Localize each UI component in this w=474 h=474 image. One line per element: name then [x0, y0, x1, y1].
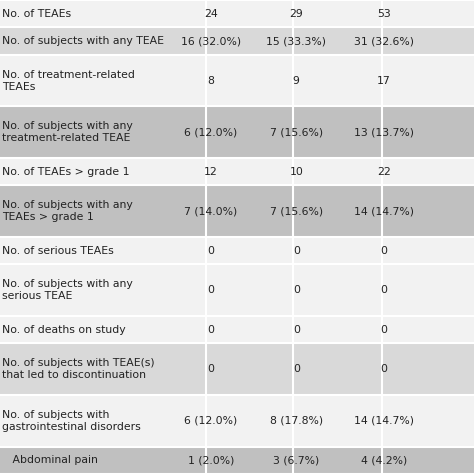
- Text: 14 (14.7%): 14 (14.7%): [354, 206, 414, 216]
- Text: 7 (15.6%): 7 (15.6%): [270, 127, 323, 137]
- Text: 0: 0: [293, 364, 300, 374]
- Text: 0: 0: [208, 325, 214, 335]
- Text: 12: 12: [204, 167, 218, 177]
- Bar: [0, 316, 474, 344]
- Bar: [0, 447, 474, 474]
- Bar: [0, 55, 474, 107]
- Text: 0: 0: [381, 246, 387, 256]
- Bar: [0, 107, 474, 158]
- Bar: [0, 237, 474, 264]
- Text: 13 (13.7%): 13 (13.7%): [354, 127, 414, 137]
- Text: 22: 22: [377, 167, 391, 177]
- Text: 14 (14.7%): 14 (14.7%): [354, 416, 414, 426]
- Text: No. of subjects with any
serious TEAE: No. of subjects with any serious TEAE: [2, 279, 133, 301]
- Text: 15 (33.3%): 15 (33.3%): [266, 36, 326, 46]
- Text: No. of TEAEs: No. of TEAEs: [2, 9, 72, 19]
- Text: 0: 0: [208, 285, 214, 295]
- Bar: [0, 395, 474, 447]
- Bar: [0, 344, 474, 395]
- Text: 9: 9: [293, 76, 300, 86]
- Text: 0: 0: [293, 325, 300, 335]
- Bar: [0, 158, 474, 185]
- Text: 8: 8: [208, 76, 214, 86]
- Text: 6 (12.0%): 6 (12.0%): [184, 127, 237, 137]
- Text: 0: 0: [208, 246, 214, 256]
- Bar: [0, 27, 474, 55]
- Bar: [0, 0, 474, 27]
- Text: No. of subjects with any TEAE: No. of subjects with any TEAE: [2, 36, 164, 46]
- Text: No. of subjects with
gastrointestinal disorders: No. of subjects with gastrointestinal di…: [2, 410, 141, 432]
- Text: 3 (6.7%): 3 (6.7%): [273, 455, 319, 465]
- Text: 0: 0: [381, 364, 387, 374]
- Text: 0: 0: [293, 246, 300, 256]
- Text: 31 (32.6%): 31 (32.6%): [354, 36, 414, 46]
- Text: 8 (17.8%): 8 (17.8%): [270, 416, 323, 426]
- Text: 17: 17: [377, 76, 391, 86]
- Text: No. of subjects with any
TEAEs > grade 1: No. of subjects with any TEAEs > grade 1: [2, 200, 133, 222]
- Text: 0: 0: [208, 364, 214, 374]
- Text: No. of subjects with any
treatment-related TEAE: No. of subjects with any treatment-relat…: [2, 121, 133, 144]
- Text: Abdominal pain: Abdominal pain: [2, 455, 98, 465]
- Bar: [0, 185, 474, 237]
- Text: No. of deaths on study: No. of deaths on study: [2, 325, 126, 335]
- Text: 1 (2.0%): 1 (2.0%): [188, 455, 234, 465]
- Text: No. of TEAEs > grade 1: No. of TEAEs > grade 1: [2, 167, 130, 177]
- Text: No. of serious TEAEs: No. of serious TEAEs: [2, 246, 114, 256]
- Text: 16 (32.0%): 16 (32.0%): [181, 36, 241, 46]
- Text: No. of subjects with TEAE(s)
that led to discontinuation: No. of subjects with TEAE(s) that led to…: [2, 358, 155, 381]
- Text: 6 (12.0%): 6 (12.0%): [184, 416, 237, 426]
- Text: 7 (15.6%): 7 (15.6%): [270, 206, 323, 216]
- Text: 53: 53: [377, 9, 391, 19]
- Text: 4 (4.2%): 4 (4.2%): [361, 455, 407, 465]
- Bar: [0, 264, 474, 316]
- Text: 10: 10: [289, 167, 303, 177]
- Text: 0: 0: [293, 285, 300, 295]
- Text: 0: 0: [381, 325, 387, 335]
- Text: 7 (14.0%): 7 (14.0%): [184, 206, 237, 216]
- Text: 29: 29: [289, 9, 303, 19]
- Text: No. of treatment-related
TEAEs: No. of treatment-related TEAEs: [2, 70, 135, 92]
- Text: 0: 0: [381, 285, 387, 295]
- Text: 24: 24: [204, 9, 218, 19]
